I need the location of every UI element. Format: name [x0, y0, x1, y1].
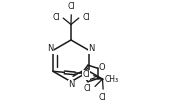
- Text: O: O: [99, 63, 105, 72]
- Text: Cl: Cl: [82, 70, 90, 80]
- Text: N: N: [47, 44, 54, 53]
- Text: Cl: Cl: [52, 13, 60, 22]
- Text: N: N: [68, 80, 74, 89]
- Text: Cl: Cl: [84, 84, 91, 93]
- Text: Cl: Cl: [99, 93, 107, 102]
- Text: N: N: [89, 44, 95, 53]
- Text: Cl: Cl: [82, 13, 90, 22]
- Text: CH₃: CH₃: [105, 75, 119, 84]
- Text: Cl: Cl: [67, 2, 75, 11]
